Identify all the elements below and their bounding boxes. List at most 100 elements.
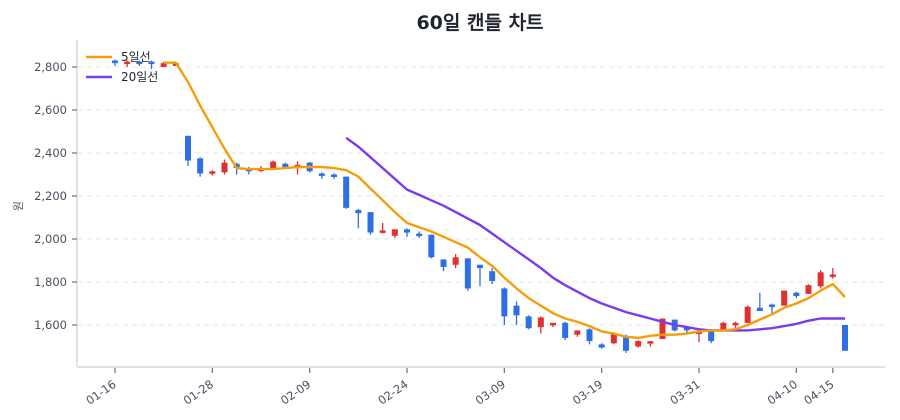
candle-body xyxy=(124,61,131,65)
candle-body xyxy=(209,171,216,174)
candle[interactable] xyxy=(805,284,812,294)
candle-body xyxy=(282,163,289,167)
candle-body xyxy=(525,316,532,329)
candle[interactable] xyxy=(817,270,824,289)
candle[interactable] xyxy=(635,340,642,348)
candle[interactable] xyxy=(464,258,471,291)
candle[interactable] xyxy=(148,60,155,70)
candle[interactable] xyxy=(270,160,277,170)
candle-body xyxy=(416,233,423,237)
candle[interactable] xyxy=(416,231,423,238)
y-tick-label: 2,800 xyxy=(34,60,67,74)
candle[interactable] xyxy=(343,176,350,209)
candle[interactable] xyxy=(562,321,569,341)
legend-label-ma5: 5일선 xyxy=(121,50,151,64)
legend-item-ma5[interactable]: 5일선 xyxy=(86,50,151,64)
candle-body xyxy=(805,285,812,294)
candle[interactable] xyxy=(525,315,532,330)
candle-body xyxy=(623,335,629,351)
candle[interactable] xyxy=(124,60,131,67)
candle-body xyxy=(550,322,556,326)
candle[interactable] xyxy=(404,228,410,237)
candle-body xyxy=(635,341,642,347)
candle-body xyxy=(136,61,143,65)
candle-body xyxy=(829,274,836,277)
candle[interactable] xyxy=(842,325,848,351)
candle-body xyxy=(586,329,593,342)
candle[interactable] xyxy=(489,268,496,285)
candle-body xyxy=(708,330,715,342)
candle[interactable] xyxy=(391,229,398,238)
candle[interactable] xyxy=(647,341,654,347)
legend-label-ma20: 20일선 xyxy=(121,70,158,84)
candle[interactable] xyxy=(550,322,556,328)
candle-body xyxy=(197,158,204,174)
x-tick-label: 02-24 xyxy=(375,377,410,408)
candle[interactable] xyxy=(793,291,800,299)
x-tick-label: 03-19 xyxy=(570,377,605,408)
candle-body xyxy=(477,264,483,269)
y-tick-label: 2,000 xyxy=(34,232,67,246)
candle[interactable] xyxy=(379,222,386,234)
legend: 5일선 20일선 xyxy=(86,50,158,84)
candle[interactable] xyxy=(367,212,374,235)
candle-body xyxy=(659,318,666,339)
candle-body xyxy=(720,322,727,331)
chart-title: 60일 캔들 차트 xyxy=(416,12,543,34)
candle[interactable] xyxy=(756,292,763,312)
candle[interactable] xyxy=(598,343,605,349)
candle[interactable] xyxy=(769,303,775,315)
candle-body xyxy=(452,257,459,265)
candle[interactable] xyxy=(331,173,337,179)
candle-body xyxy=(696,331,702,334)
candle[interactable] xyxy=(136,60,143,66)
y-axis-title: 원 xyxy=(12,201,25,211)
candle[interactable] xyxy=(160,61,167,67)
candle[interactable] xyxy=(477,264,483,287)
candle-body xyxy=(489,271,496,281)
candle[interactable] xyxy=(197,157,204,177)
candle[interactable] xyxy=(513,301,520,325)
candle[interactable] xyxy=(428,234,435,259)
candle-body xyxy=(367,212,374,233)
candle[interactable] xyxy=(209,170,216,176)
candle[interactable] xyxy=(112,59,118,66)
candle[interactable] xyxy=(318,172,325,179)
candle-body xyxy=(501,288,508,317)
candle-body xyxy=(598,344,605,348)
legend-item-ma20[interactable]: 20일선 xyxy=(86,70,158,84)
candle[interactable] xyxy=(185,135,191,166)
candle-body xyxy=(842,325,848,351)
candle[interactable] xyxy=(440,259,447,272)
candle[interactable] xyxy=(781,290,788,306)
y-tick-label: 1,800 xyxy=(34,275,67,289)
y-tick-label: 2,400 xyxy=(34,146,67,160)
candle-body xyxy=(440,259,447,267)
x-tick-label: 04-10 xyxy=(765,377,800,408)
candle[interactable] xyxy=(744,305,751,323)
candle-body xyxy=(379,230,386,233)
candle[interactable] xyxy=(574,330,581,337)
candle[interactable] xyxy=(829,268,836,279)
candle[interactable] xyxy=(537,316,544,334)
x-tick-label: 03-31 xyxy=(667,377,702,408)
candle[interactable] xyxy=(221,159,228,175)
candle[interactable] xyxy=(501,287,508,325)
candle-body xyxy=(343,176,350,208)
ma5-line xyxy=(163,61,846,340)
candle-body xyxy=(732,322,739,326)
candle-body xyxy=(404,229,410,233)
x-tick-label: 04-15 xyxy=(801,377,836,408)
candle-body xyxy=(513,305,520,316)
axes xyxy=(76,40,885,368)
candle[interactable] xyxy=(452,254,459,269)
candle-body xyxy=(318,173,325,176)
candle-body xyxy=(537,317,544,328)
y-axis-ticks: 1,600 1,800 2,000 2,200 2,400 2,600 2,800 xyxy=(34,60,77,332)
candle[interactable] xyxy=(355,208,362,229)
candle[interactable] xyxy=(708,329,715,344)
candle-body xyxy=(428,234,435,258)
candle[interactable] xyxy=(586,328,593,345)
candle-body xyxy=(270,161,277,169)
